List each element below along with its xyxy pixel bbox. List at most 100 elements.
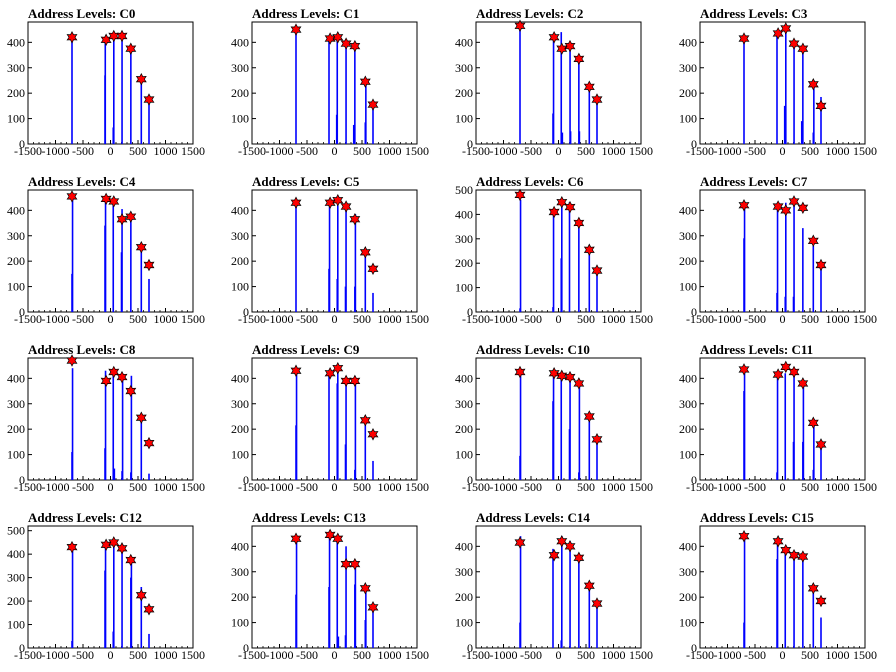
x-tick-label: -1000 xyxy=(42,480,70,494)
x-tick-label: 1000 xyxy=(602,312,626,326)
y-tick-label: 0 xyxy=(691,305,697,319)
y-tick-label: 200 xyxy=(455,256,473,270)
x-tick-label: 1500 xyxy=(629,312,653,326)
peak-marker xyxy=(591,433,603,446)
peak-marker xyxy=(100,374,112,388)
x-tick-label: -500 xyxy=(296,480,318,494)
peak-marker xyxy=(66,31,78,44)
x-tick-label: 1000 xyxy=(826,144,850,158)
peak-marker xyxy=(143,258,155,272)
y-tick-label: 400 xyxy=(455,539,473,553)
peak-marker xyxy=(780,204,792,217)
x-tick-label: 0 xyxy=(780,648,786,662)
x-tick-label: -500 xyxy=(520,480,542,494)
peak-marker xyxy=(807,416,819,430)
x-tick-label: -1500 xyxy=(462,480,490,494)
peak-marker xyxy=(108,195,120,208)
y-tick-label: 200 xyxy=(231,422,249,436)
y-tick-label: 100 xyxy=(7,112,25,126)
plot-frame xyxy=(27,21,194,145)
peak-marker xyxy=(367,601,379,614)
y-tick-label: 0 xyxy=(243,137,249,151)
x-tick-label: -500 xyxy=(744,312,766,326)
y-tick-label: 200 xyxy=(679,590,697,604)
y-tick-label: 300 xyxy=(231,229,249,243)
peak-marker xyxy=(349,374,361,388)
x-tick-label: 0 xyxy=(332,144,338,158)
peak-marker xyxy=(772,368,784,381)
x-tick-label: -500 xyxy=(744,480,766,494)
y-tick-label: 400 xyxy=(7,203,25,217)
panel-title: Address Levels: C3 xyxy=(700,6,808,21)
y-tick-label: 300 xyxy=(455,232,473,246)
x-tick-label: 500 xyxy=(577,648,595,662)
peak-marker xyxy=(135,240,147,254)
x-tick-label: 1000 xyxy=(154,312,178,326)
peak-marker xyxy=(556,535,568,548)
x-tick-label: 500 xyxy=(801,648,819,662)
panel-c11: Address Levels: C11 -1500 -1000 -500 0 500 100… xyxy=(679,342,877,494)
panel-title: Address Levels: C2 xyxy=(476,6,583,21)
y-tick-label: 300 xyxy=(7,571,25,585)
peak-marker xyxy=(797,550,809,563)
x-tick-label: 0 xyxy=(332,480,338,494)
x-tick-label: 500 xyxy=(801,312,819,326)
panel-title: Address Levels: C4 xyxy=(28,174,136,189)
plot-frame xyxy=(251,189,418,313)
x-tick-label: 1500 xyxy=(629,144,653,158)
peak-marker xyxy=(125,210,137,223)
peak-marker xyxy=(556,369,568,383)
peak-marker xyxy=(349,39,361,53)
y-tick-label: 400 xyxy=(679,371,697,385)
peak-marker xyxy=(324,528,336,542)
y-tick-label: 200 xyxy=(455,422,473,436)
peak-marker xyxy=(116,212,128,226)
y-tick-label: 400 xyxy=(455,371,473,385)
y-tick-label: 200 xyxy=(455,590,473,604)
peak-marker xyxy=(780,543,792,557)
y-tick-label: 300 xyxy=(679,229,697,243)
peak-marker xyxy=(340,557,352,571)
plot-frame xyxy=(475,189,642,313)
peak-marker xyxy=(367,98,379,111)
panel-title: Address Levels: C1 xyxy=(252,6,359,21)
peak-marker xyxy=(788,37,800,50)
x-tick-label: -1500 xyxy=(14,648,42,662)
x-tick-label: 500 xyxy=(801,144,819,158)
x-tick-label: -1000 xyxy=(490,144,518,158)
peak-marker xyxy=(780,22,792,35)
plot-frame xyxy=(699,21,866,145)
x-tick-label: 1500 xyxy=(181,144,205,158)
peak-marker xyxy=(66,190,78,203)
y-tick-label: 400 xyxy=(231,203,249,217)
y-tick-label: 400 xyxy=(231,539,249,553)
panel-title: Address Levels: C12 xyxy=(28,510,142,525)
x-tick-label: -500 xyxy=(520,648,542,662)
y-tick-label: 200 xyxy=(679,86,697,100)
x-tick-label: -500 xyxy=(296,312,318,326)
x-tick-label: -1000 xyxy=(42,648,70,662)
y-tick-label: 0 xyxy=(19,137,25,151)
y-tick-label: 100 xyxy=(455,281,473,295)
y-tick-label: 500 xyxy=(455,183,473,197)
peak-marker xyxy=(815,99,827,113)
y-tick-label: 200 xyxy=(679,422,697,436)
panel-c4: Address Levels: C4-1500 -1000 -500 0 500 1000… xyxy=(7,174,205,326)
peak-marker xyxy=(573,52,585,66)
peak-marker xyxy=(564,39,576,53)
y-tick-label: 100 xyxy=(231,112,249,126)
panel-title: Address Levels: C8 xyxy=(28,342,136,357)
peak-marker xyxy=(143,436,155,450)
y-tick-label: 300 xyxy=(679,565,697,579)
peak-marker xyxy=(548,31,560,44)
peak-marker xyxy=(125,384,137,398)
peak-marker xyxy=(772,535,784,548)
y-tick-label: 400 xyxy=(7,371,25,385)
peak-marker xyxy=(514,19,526,33)
panel-c6: Address Levels: C6-1500 -1000 -500 0 500 1000… xyxy=(455,174,653,326)
y-tick-label: 0 xyxy=(19,305,25,319)
y-tick-label: 100 xyxy=(679,280,697,294)
peak-marker xyxy=(556,195,568,209)
y-tick-label: 200 xyxy=(231,590,249,604)
x-tick-label: 1500 xyxy=(629,648,653,662)
